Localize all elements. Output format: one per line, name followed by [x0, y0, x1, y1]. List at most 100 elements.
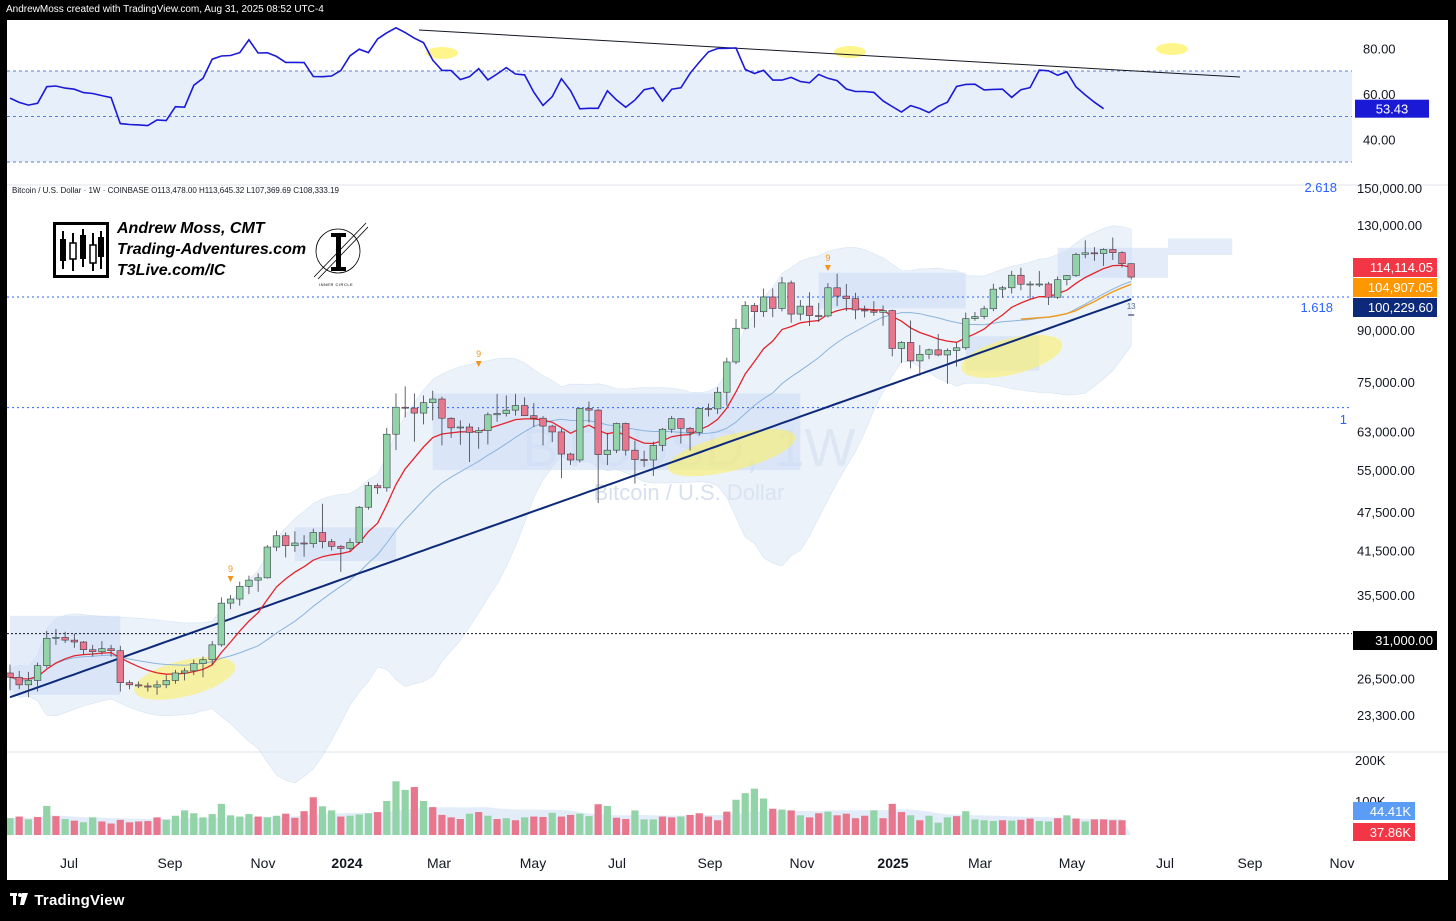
down-candle	[1127, 263, 1135, 278]
volume-bar	[971, 819, 979, 835]
time-axis-label: Sep	[698, 855, 723, 871]
volume-bar	[484, 815, 492, 835]
volume-bar	[291, 817, 299, 835]
up-candle	[208, 644, 216, 660]
time-axis-label: Mar	[968, 855, 992, 871]
up-candle	[162, 680, 170, 686]
down-candle	[1118, 252, 1126, 264]
volume-bar	[43, 805, 51, 835]
volume-bar	[162, 819, 170, 835]
volume-bar	[33, 816, 42, 835]
volume-bar	[695, 813, 703, 835]
volume-bar	[438, 814, 446, 835]
volume-bar	[530, 816, 538, 835]
price-badge-value: 31,000.00	[1375, 633, 1433, 648]
volume-bar	[759, 798, 768, 835]
volume-bar	[217, 803, 225, 835]
down-candle	[337, 546, 345, 549]
volume-bar	[153, 817, 161, 835]
slow-moving-average-line	[9, 298, 1132, 699]
symbol-legend[interactable]: Bitcoin / U.S. Dollar · 1W · COINBASE O1…	[12, 186, 340, 195]
volume-bar	[79, 822, 88, 835]
up-candle	[511, 405, 520, 411]
down-candle	[447, 417, 455, 429]
price-badge	[1353, 258, 1437, 277]
up-candle	[1035, 283, 1043, 286]
price-badge-value: 114,114.05	[1370, 260, 1433, 275]
down-candle	[622, 423, 630, 451]
volume-bar	[383, 800, 391, 835]
down-candle	[686, 428, 694, 433]
price-badge-value: 104,907.05	[1368, 280, 1433, 295]
volume-bar	[980, 820, 988, 835]
volume-bar	[916, 820, 924, 835]
volume-bar	[7, 818, 14, 835]
down-candle	[1044, 283, 1053, 298]
up-candle	[612, 423, 621, 451]
down-candle	[640, 459, 648, 461]
down-candle	[1109, 249, 1117, 253]
volume-bar	[612, 817, 621, 835]
tradingview-logo[interactable]: TradingView	[10, 892, 125, 909]
price-axis-tick: 41,500.00	[1357, 543, 1415, 558]
volume-bar	[750, 788, 758, 835]
rsi-highlight	[1156, 43, 1188, 55]
volume-bar	[263, 817, 271, 835]
volume-bar	[962, 811, 970, 835]
volume-bar	[594, 804, 602, 835]
volume-bar	[456, 819, 464, 835]
down-candle	[89, 649, 97, 652]
volume-bar	[631, 810, 639, 835]
volume-bar	[135, 821, 143, 835]
volume-bar	[89, 817, 97, 835]
price-axis-tick: 47,500.00	[1357, 505, 1415, 520]
up-candle	[732, 327, 740, 363]
rsi-axis-tick: 60.00	[1363, 87, 1396, 102]
volume-bar	[658, 816, 667, 835]
volume-bar	[1118, 820, 1126, 835]
up-candle	[43, 637, 51, 666]
volume-bar	[70, 820, 78, 835]
time-axis-label: Jul	[608, 855, 626, 871]
base-highlight	[667, 428, 796, 477]
volume-badge-value: 37.86K	[1370, 825, 1412, 840]
price-axis-tick: 63,000.00	[1357, 424, 1415, 439]
volume-badge-value: 44.41K	[1370, 804, 1412, 819]
time-axis-label: Nov	[790, 855, 815, 871]
logo-author: Andrew Moss, CMT	[117, 220, 265, 237]
volume-bar	[769, 808, 777, 835]
bollinger-band	[9, 225, 1132, 784]
up-candle	[1100, 249, 1108, 254]
volume-bar	[668, 817, 676, 835]
attribution-text: AndrewMoss created with TradingView.com,…	[6, 4, 324, 15]
up-candle	[254, 577, 262, 581]
volume-bar	[576, 813, 584, 835]
volume-bar	[741, 793, 749, 835]
base-highlight	[961, 334, 1063, 378]
rsi-highlight	[426, 47, 458, 59]
volume-bar	[107, 823, 115, 835]
down-candle	[851, 298, 860, 311]
down-candle	[631, 449, 639, 460]
consolidation-box	[818, 272, 966, 309]
price-badge-value: 100,229.60	[1368, 300, 1433, 315]
up-candle	[171, 672, 180, 681]
volume-bar	[61, 819, 69, 835]
down-candle	[704, 408, 713, 410]
volume-bar	[861, 815, 869, 835]
down-candle	[318, 532, 327, 542]
sequential-13-marker: 13	[1127, 302, 1136, 311]
volume-bar	[833, 815, 841, 835]
down-candle	[401, 406, 409, 409]
down-candle	[594, 409, 602, 455]
volume-bar	[1109, 820, 1117, 835]
price-axis-tick: 55,000.00	[1357, 463, 1415, 478]
down-candle	[1017, 274, 1025, 285]
volume-bar	[254, 816, 262, 835]
down-candle	[934, 349, 942, 356]
down-candle	[805, 305, 814, 316]
volume-bar	[419, 800, 428, 835]
volume-bar	[1090, 819, 1099, 835]
